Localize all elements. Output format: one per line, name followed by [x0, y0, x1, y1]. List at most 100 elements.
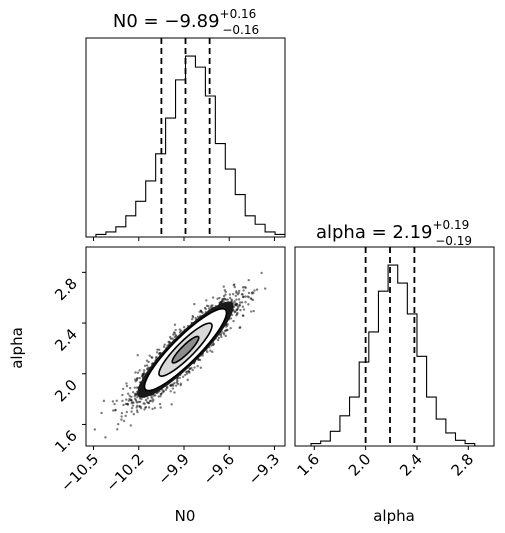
- sample-point: [229, 317, 233, 320]
- histogram-bin: [186, 56, 196, 237]
- sample-point: [253, 289, 256, 292]
- sample-point: [209, 349, 212, 352]
- x-tick-label: 2.8: [448, 450, 478, 480]
- sample-point: [220, 335, 223, 339]
- sample-point: [159, 406, 162, 409]
- sample-point: [144, 398, 148, 402]
- sample-point: [104, 436, 107, 439]
- sample-point: [211, 296, 215, 299]
- sample-point: [134, 371, 137, 374]
- sample-point: [150, 356, 153, 359]
- sample-point: [191, 314, 194, 318]
- sample-point: [193, 366, 196, 369]
- sample-point: [237, 305, 240, 309]
- sample-point: [263, 287, 267, 290]
- sample-point: [226, 322, 229, 326]
- sample-point: [211, 350, 214, 354]
- n0-histogram-bars: [86, 55, 285, 238]
- alpha-title: alpha = 2.19+0.19 −0.19: [316, 218, 472, 248]
- sample-point: [135, 406, 138, 409]
- sample-point: [184, 373, 187, 377]
- sample-point: [242, 314, 245, 317]
- x-tick-label: −10.2: [102, 450, 147, 495]
- sample-point: [231, 292, 235, 296]
- sample-point: [157, 348, 161, 351]
- alpha-histogram-ticks: 1.6 2.0 2.4 2.8: [293, 446, 477, 480]
- sample-point: [216, 297, 219, 300]
- histogram-bin: [321, 441, 331, 446]
- sample-point: [224, 329, 228, 332]
- n0-histogram-frame: [85, 37, 286, 238]
- histogram-bin: [205, 96, 215, 237]
- histogram-bin: [427, 397, 437, 446]
- alpha-title-prefix: alpha =: [316, 222, 392, 243]
- sample-point: [136, 395, 139, 399]
- sample-point: [252, 309, 255, 313]
- sample-point: [121, 387, 125, 391]
- sample-point: [222, 285, 225, 288]
- sample-point: [148, 399, 152, 403]
- sample-point: [116, 422, 120, 426]
- sample-point: [173, 323, 177, 326]
- x-tick-label: 2.0: [345, 450, 375, 480]
- histogram-bin: [106, 232, 116, 237]
- sample-point: [170, 403, 173, 406]
- histogram-bin: [126, 216, 136, 237]
- sample-point: [120, 411, 124, 415]
- histogram-bin: [369, 332, 379, 446]
- sample-point: [100, 411, 103, 415]
- histogram-bin: [215, 144, 225, 237]
- sample-point: [222, 333, 226, 336]
- sample-point: [255, 288, 259, 291]
- sample-point: [143, 408, 146, 411]
- histogram-bin: [166, 118, 176, 237]
- sample-point: [124, 414, 127, 418]
- sample-point: [152, 394, 155, 397]
- sample-point: [176, 380, 179, 383]
- sample-point: [113, 402, 116, 406]
- sample-point: [234, 310, 237, 313]
- alpha-histogram-frame: [294, 246, 495, 447]
- n0-histogram-panel: N0 = −9.89+0.16 −0.16: [85, 7, 286, 241]
- sample-point: [190, 366, 193, 370]
- x-tick-label: 1.6: [293, 450, 323, 480]
- sample-point: [207, 307, 211, 310]
- sample-point: [133, 386, 136, 389]
- sample-point: [191, 368, 194, 372]
- sample-point: [151, 400, 154, 403]
- sample-point: [244, 295, 247, 298]
- sample-point: [136, 353, 139, 357]
- sample-point: [121, 393, 124, 397]
- sample-point: [197, 358, 201, 361]
- sample-point: [238, 326, 242, 329]
- sample-point: [156, 348, 159, 351]
- sample-point: [144, 406, 148, 409]
- sample-point: [182, 326, 186, 329]
- sample-point: [132, 413, 136, 416]
- sample-point: [122, 403, 125, 407]
- sample-point: [224, 298, 228, 301]
- sample-point: [222, 300, 225, 303]
- sample-point: [209, 306, 213, 309]
- sample-point: [158, 402, 162, 406]
- sample-point: [127, 399, 131, 402]
- sample-point: [205, 299, 208, 302]
- sample-point: [174, 328, 177, 332]
- n0-quantile-lines: [160, 38, 211, 237]
- sample-point: [178, 376, 181, 380]
- sample-point: [228, 296, 232, 300]
- sample-point: [232, 319, 235, 323]
- sample-point: [222, 294, 226, 298]
- sample-point: [173, 335, 177, 339]
- sample-point: [143, 364, 147, 367]
- histogram-bin: [446, 433, 456, 446]
- sample-point: [135, 378, 139, 382]
- histogram-bin: [146, 181, 156, 237]
- x-tick-label: −10.5: [57, 450, 102, 495]
- sample-point: [238, 304, 241, 307]
- sample-point: [162, 345, 166, 348]
- n0-histogram-ticks: [93, 237, 275, 241]
- histogram-bin: [195, 67, 205, 237]
- sample-point: [237, 289, 241, 293]
- n0-alpha-2d-panel: −10.5 −10.2 −9.9 −9.6 −9.3 1.6 2.0 2.4 2.8 N0 al…: [8, 246, 286, 525]
